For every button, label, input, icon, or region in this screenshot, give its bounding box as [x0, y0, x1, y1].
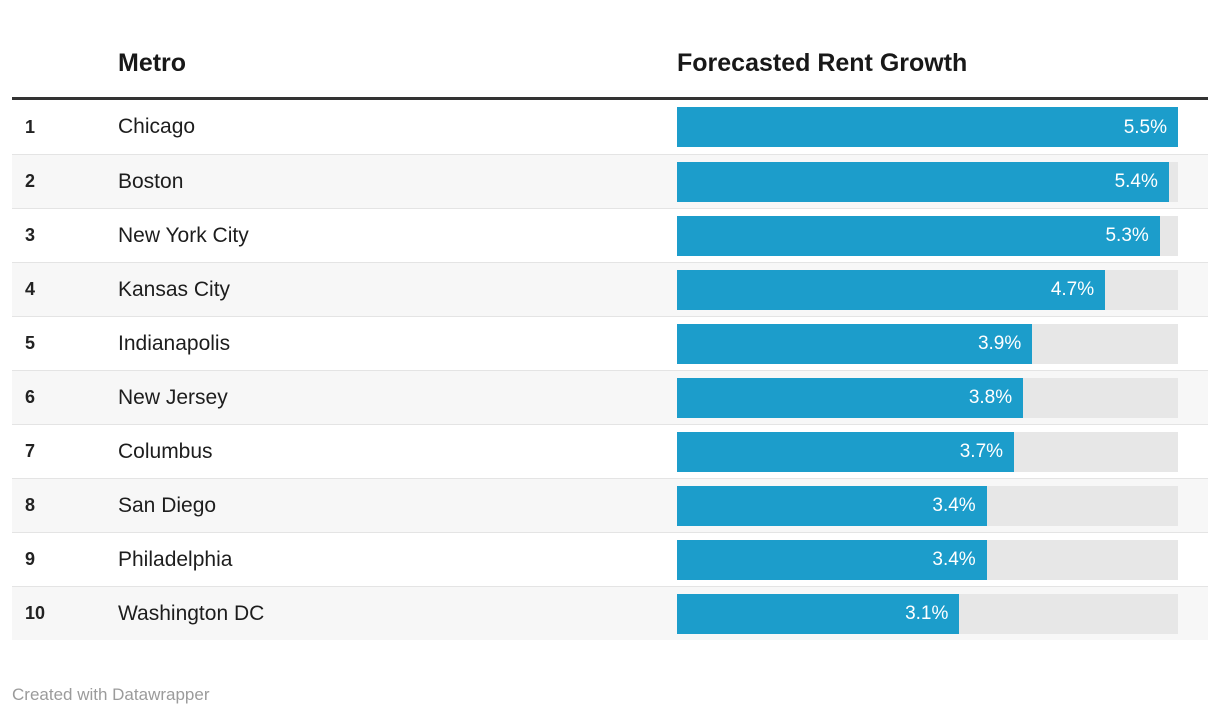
bar: 5.5%	[677, 107, 1178, 147]
bar-value-label: 5.5%	[1123, 116, 1167, 138]
bar-cell: 3.9%	[677, 323, 1208, 364]
rank-cell: 2	[25, 171, 36, 191]
bar-track: 3.4%	[677, 539, 1178, 580]
rank-cell: 9	[25, 549, 36, 569]
bar: 3.4%	[677, 539, 987, 580]
bar-cell: 5.5%	[677, 107, 1208, 147]
bar-cell: 3.4%	[677, 539, 1208, 580]
metro-cell: Chicago	[118, 115, 196, 138]
bar: 3.4%	[677, 485, 987, 526]
bar: 3.1%	[677, 593, 960, 634]
bar-track: 4.7%	[677, 269, 1178, 310]
bar-track: 5.3%	[677, 215, 1178, 256]
bar-value-label: 3.9%	[977, 333, 1022, 354]
bar-track: 5.5%	[677, 107, 1178, 147]
bar-cell: 4.7%	[677, 269, 1208, 310]
table-row: 2 Boston 5.4%	[12, 154, 1208, 208]
bar-value-label: 5.3%	[1105, 225, 1149, 246]
table-row: 3 New York City 5.3%	[12, 208, 1208, 262]
rank-cell: 10	[25, 603, 46, 623]
table-row: 10 Washington DC 3.1%	[12, 586, 1208, 640]
metro-cell: Washington DC	[118, 601, 265, 625]
bar-cell: 3.4%	[677, 485, 1208, 526]
column-header-metro: Metro	[118, 49, 187, 77]
metro-cell: Boston	[118, 169, 184, 193]
bar-value-label: 3.7%	[959, 441, 1004, 462]
bar: 5.4%	[677, 161, 1169, 202]
table-row: 4 Kansas City 4.7%	[12, 262, 1208, 316]
bar-track: 3.8%	[677, 377, 1178, 418]
rank-cell: 3	[25, 225, 36, 245]
metro-cell: Kansas City	[118, 277, 231, 301]
bar: 3.8%	[677, 377, 1024, 418]
bar-cell: 5.3%	[677, 215, 1208, 256]
bar-value-label: 3.8%	[968, 387, 1013, 408]
bar-cell: 3.8%	[677, 377, 1208, 418]
bar-cell: 5.4%	[677, 161, 1208, 202]
metro-cell: Columbus	[118, 439, 213, 463]
bar-value-label: 3.4%	[932, 495, 976, 516]
metro-cell: New Jersey	[118, 385, 228, 409]
bar-value-label: 4.7%	[1050, 279, 1095, 300]
table-row: 5 Indianapolis 3.9%	[12, 316, 1208, 370]
rank-cell: 5	[25, 333, 36, 353]
bar-track: 3.9%	[677, 323, 1178, 364]
rank-cell: 6	[25, 387, 36, 407]
bar-track: 3.4%	[677, 485, 1178, 526]
attribution: Created with Datawrapper	[12, 685, 1208, 705]
bar: 5.3%	[677, 215, 1160, 256]
table-row: 7 Columbus 3.7%	[12, 424, 1208, 478]
bar-value-label: 3.1%	[905, 603, 949, 624]
bar-track: 5.4%	[677, 161, 1178, 202]
bar-track: 3.1%	[677, 593, 1178, 634]
metro-cell: New York City	[118, 223, 249, 247]
table-row: 1 Chicago 5.5%	[12, 100, 1208, 154]
table-row: 6 New Jersey 3.8%	[12, 370, 1208, 424]
metro-cell: Indianapolis	[118, 331, 231, 355]
datawrapper-credit-link[interactable]: Created with Datawrapper	[12, 685, 210, 704]
metro-cell: Philadelphia	[118, 547, 233, 571]
table-body: 1 Chicago 5.5% 2 Boston 5.4% 3 New York …	[12, 100, 1208, 640]
rank-cell: 7	[25, 441, 36, 461]
bar: 3.7%	[677, 431, 1015, 472]
bar: 3.9%	[677, 323, 1033, 364]
table-header: Metro Forecasted Rent Growth	[12, 0, 1208, 100]
rank-cell: 8	[25, 495, 36, 515]
bar-cell: 3.7%	[677, 431, 1208, 472]
table-row: 9 Philadelphia 3.4%	[12, 532, 1208, 586]
column-header-forecasted-rent-growth: Forecasted Rent Growth	[677, 49, 968, 77]
rank-cell: 1	[25, 116, 36, 137]
bar-cell: 3.1%	[677, 593, 1208, 634]
bar-value-label: 3.4%	[932, 549, 976, 570]
rank-cell: 4	[25, 279, 36, 299]
metro-cell: San Diego	[118, 493, 217, 517]
table-row: 8 San Diego 3.4%	[12, 478, 1208, 532]
bar-track: 3.7%	[677, 431, 1178, 472]
bar-value-label: 5.4%	[1114, 171, 1158, 192]
bar: 4.7%	[677, 269, 1106, 310]
